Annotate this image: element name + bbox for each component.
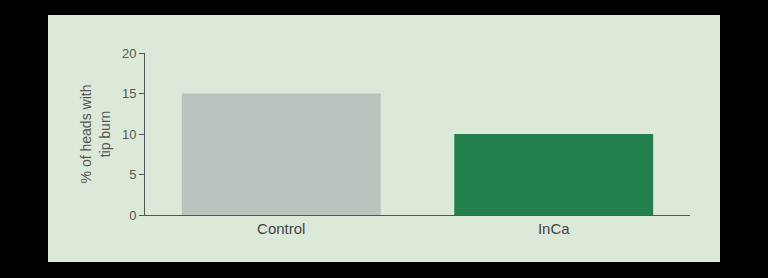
svg-text:% of heads withtip burn: % of heads withtip burn	[78, 85, 112, 184]
svg-text:Control: Control	[257, 220, 305, 237]
svg-text:0: 0	[129, 208, 136, 223]
svg-text:20: 20	[122, 46, 136, 61]
svg-text:InCa: InCa	[538, 220, 570, 237]
svg-text:10: 10	[122, 127, 136, 142]
svg-text:5: 5	[129, 167, 136, 182]
svg-text:15: 15	[122, 86, 136, 101]
